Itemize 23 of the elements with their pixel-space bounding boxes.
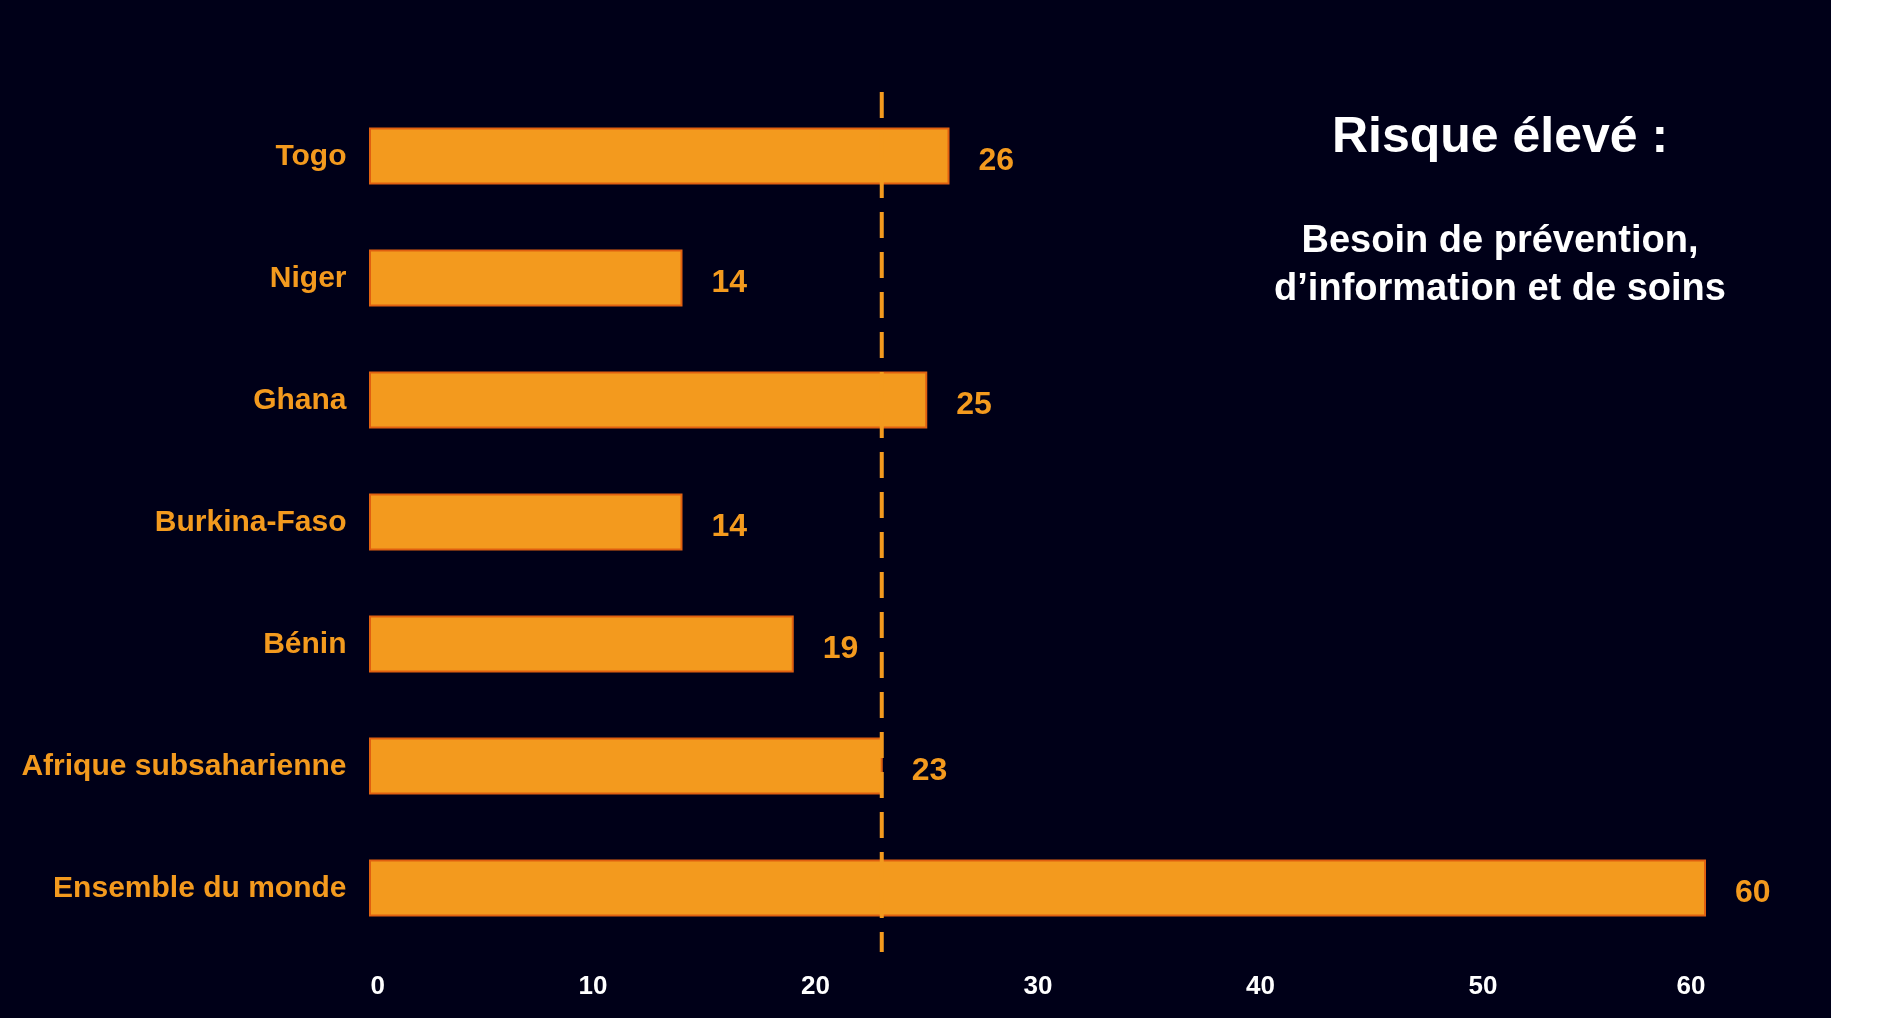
x-tick-label: 60 — [1676, 969, 1706, 1000]
annotation: Risque élevé : — [1331, 107, 1669, 163]
data-label: 26 — [978, 141, 1015, 178]
x-tick-label: 50 — [1468, 969, 1498, 1000]
y-tick-label: Afrique subsaharienne — [21, 747, 347, 781]
x-tick-label: 20 — [801, 969, 830, 1000]
data-label: 60 — [1735, 872, 1771, 909]
data-label: 19 — [822, 628, 859, 665]
x-tick-label: 10 — [578, 969, 608, 1000]
y-tick-label: Ghana — [253, 382, 347, 416]
data-label: 14 — [711, 263, 748, 300]
data-label: 14 — [711, 507, 748, 543]
data-label: 25 — [956, 385, 992, 422]
y-tick-label: Bénin — [263, 625, 347, 659]
x-tick-label: 0 — [370, 969, 385, 1000]
x-tick-label: 30 — [1023, 969, 1053, 1000]
y-tick-label: Burkina-Faso — [154, 504, 347, 537]
y-tick-label: Niger — [269, 260, 347, 294]
x-tick-label: 40 — [1246, 969, 1275, 1000]
annotation: Besoin de prévention, d’information et de soins — [1274, 218, 1726, 308]
y-tick-label: Togo — [275, 138, 347, 172]
y-tick-label: Ensemble du monde — [53, 869, 347, 903]
data-label: 23 — [911, 750, 948, 787]
